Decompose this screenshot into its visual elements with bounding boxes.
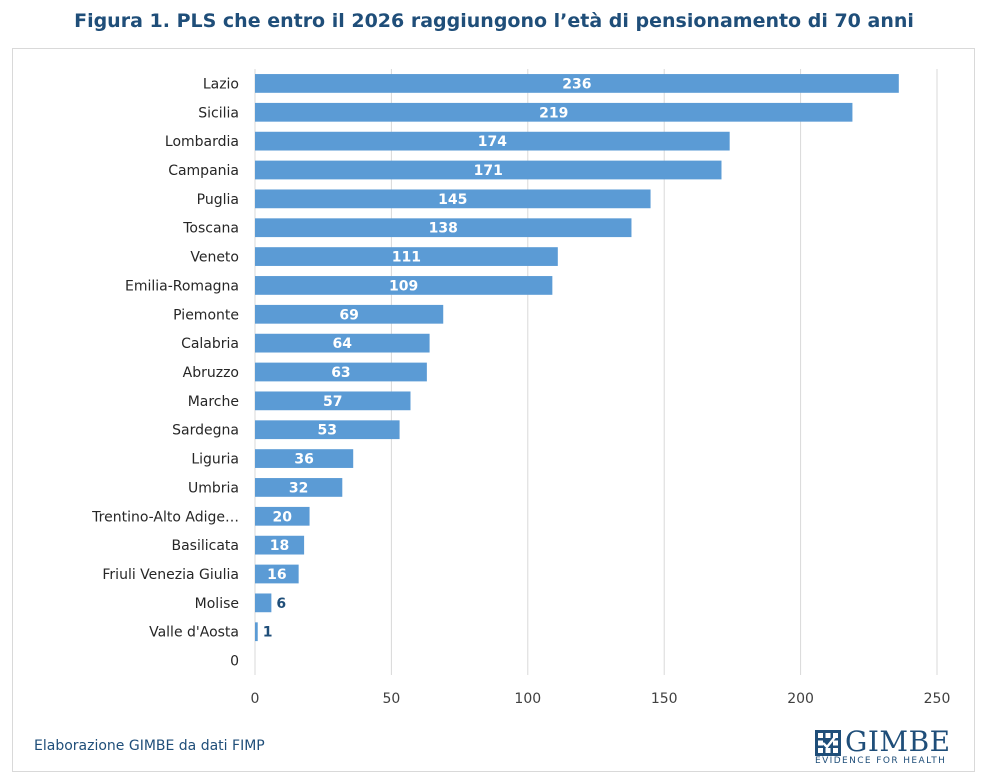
category-label: Piemonte bbox=[173, 307, 239, 323]
bar bbox=[255, 593, 272, 613]
data-label: 36 bbox=[294, 452, 313, 468]
data-label: 63 bbox=[331, 365, 350, 381]
category-label: Friuli Venezia Giulia bbox=[102, 567, 239, 583]
category-label: Molise bbox=[195, 596, 239, 612]
data-label: 219 bbox=[539, 105, 568, 121]
x-tick-label: 100 bbox=[514, 691, 541, 707]
category-label: Calabria bbox=[181, 336, 239, 352]
data-label: 236 bbox=[562, 76, 591, 92]
category-label: Umbria bbox=[188, 480, 239, 496]
category-label: 0 bbox=[230, 654, 239, 670]
bar bbox=[255, 564, 299, 584]
data-label: 57 bbox=[323, 394, 342, 410]
category-label: Basilicata bbox=[172, 538, 240, 554]
data-label: 174 bbox=[478, 134, 507, 150]
bar bbox=[255, 622, 258, 642]
x-tick-label: 50 bbox=[382, 691, 400, 707]
bar bbox=[255, 304, 444, 324]
category-label: Campania bbox=[168, 163, 239, 179]
category-label: Toscana bbox=[182, 221, 239, 237]
gimbe-logo: GIMBE EVIDENCE FOR HEALTH bbox=[815, 725, 965, 770]
logo-wordmark: GIMBE bbox=[845, 725, 951, 758]
logo-tagline: EVIDENCE FOR HEALTH bbox=[815, 756, 947, 766]
bar bbox=[255, 218, 632, 238]
category-label: Lombardia bbox=[165, 134, 239, 150]
data-label: 16 bbox=[267, 567, 286, 583]
bar bbox=[255, 160, 722, 180]
data-label: 145 bbox=[438, 192, 467, 208]
data-label: 171 bbox=[474, 163, 503, 179]
data-label: 111 bbox=[392, 250, 421, 266]
category-label: Marche bbox=[188, 394, 239, 410]
chart-title: Figura 1. PLS che entro il 2026 raggiung… bbox=[74, 10, 914, 32]
chart-frame: 0 50 100 150 200 250 Lazio 236 Sicilia 219 Lombard… bbox=[12, 48, 975, 772]
data-label: 69 bbox=[339, 307, 358, 323]
bar bbox=[255, 189, 651, 209]
bar bbox=[255, 449, 354, 468]
data-label: 1 bbox=[263, 625, 273, 641]
source-note: Elaborazione GIMBE da dati FIMP bbox=[34, 738, 265, 754]
category-label: Sardegna bbox=[172, 423, 239, 439]
bar bbox=[255, 478, 343, 497]
x-tick-label: 200 bbox=[787, 691, 814, 707]
bar bbox=[255, 506, 310, 526]
data-label: 32 bbox=[289, 480, 308, 496]
bar bbox=[255, 391, 411, 411]
bar bbox=[255, 362, 427, 382]
bar bbox=[255, 74, 899, 93]
bar bbox=[255, 131, 730, 151]
data-label: 18 bbox=[270, 538, 289, 554]
data-label: 138 bbox=[429, 221, 458, 237]
category-label: Emilia-Romagna bbox=[125, 278, 239, 294]
data-label: 20 bbox=[273, 509, 293, 525]
category-label: Liguria bbox=[191, 452, 239, 468]
category-label: Abruzzo bbox=[183, 365, 239, 381]
data-label: 6 bbox=[276, 596, 286, 612]
x-tick-label: 150 bbox=[651, 691, 678, 707]
category-label: Valle d'Aosta bbox=[149, 625, 239, 641]
checkbox-grid-icon bbox=[815, 730, 841, 756]
category-label: Puglia bbox=[197, 192, 239, 208]
bar bbox=[255, 102, 853, 122]
data-label: 109 bbox=[389, 278, 418, 294]
bar bbox=[255, 247, 558, 266]
category-label: Lazio bbox=[203, 76, 239, 92]
bar bbox=[255, 535, 305, 555]
data-label: 64 bbox=[333, 336, 353, 352]
bar bbox=[255, 333, 430, 353]
category-label: Sicilia bbox=[198, 105, 239, 121]
category-label: Veneto bbox=[190, 250, 239, 266]
x-tick-label: 250 bbox=[924, 691, 951, 707]
data-label: 53 bbox=[318, 423, 337, 439]
x-tick-label: 0 bbox=[251, 691, 260, 707]
bar bbox=[255, 276, 553, 295]
bar bbox=[255, 420, 400, 440]
category-label: Trentino-Alto Adige… bbox=[91, 509, 239, 525]
